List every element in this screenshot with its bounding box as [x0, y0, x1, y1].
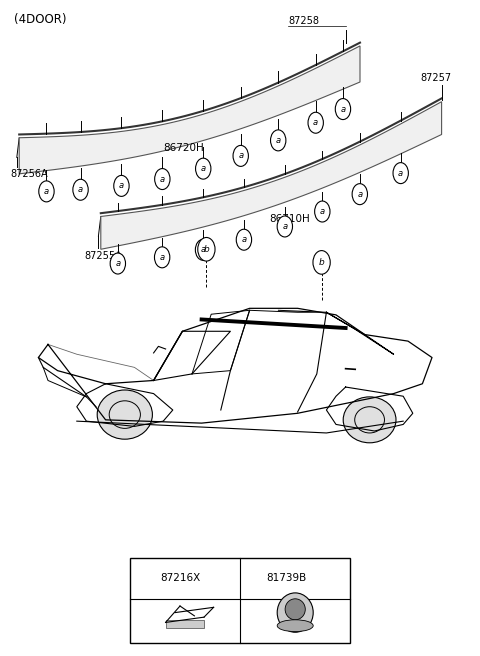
Text: a: a — [398, 169, 403, 178]
Text: a: a — [320, 207, 325, 216]
Polygon shape — [19, 46, 360, 174]
Text: 86710H: 86710H — [269, 214, 310, 224]
Text: a: a — [119, 182, 124, 190]
Circle shape — [247, 567, 264, 589]
Text: a: a — [201, 164, 206, 173]
Circle shape — [155, 247, 170, 268]
Text: 87256A: 87256A — [11, 169, 48, 179]
Text: (4DOOR): (4DOOR) — [14, 13, 67, 26]
Circle shape — [73, 179, 88, 200]
Text: 87257: 87257 — [420, 73, 451, 83]
Text: a: a — [201, 245, 205, 255]
Text: a: a — [44, 187, 49, 196]
Circle shape — [110, 253, 126, 274]
Text: a: a — [357, 190, 362, 199]
Circle shape — [313, 251, 330, 274]
Ellipse shape — [285, 599, 305, 620]
Circle shape — [155, 169, 170, 190]
Text: 81739B: 81739B — [266, 573, 307, 583]
Ellipse shape — [343, 397, 396, 443]
Circle shape — [271, 130, 286, 151]
Ellipse shape — [277, 620, 313, 632]
Circle shape — [335, 98, 351, 119]
Circle shape — [195, 239, 211, 260]
Text: b: b — [204, 245, 209, 254]
Circle shape — [393, 163, 408, 184]
Circle shape — [308, 112, 324, 133]
Circle shape — [114, 175, 129, 196]
Text: a: a — [313, 118, 318, 127]
Text: a: a — [160, 174, 165, 184]
Text: 86720H: 86720H — [163, 142, 204, 153]
Circle shape — [39, 181, 54, 202]
Ellipse shape — [277, 593, 313, 632]
Text: a: a — [149, 573, 155, 583]
Circle shape — [198, 237, 215, 261]
Circle shape — [277, 216, 292, 237]
Text: b: b — [319, 258, 324, 267]
Text: 87255A: 87255A — [84, 251, 122, 260]
Circle shape — [195, 158, 211, 179]
Text: a: a — [241, 236, 247, 244]
FancyBboxPatch shape — [130, 558, 350, 643]
Text: b: b — [252, 573, 258, 583]
Text: a: a — [238, 152, 243, 161]
Text: 87258: 87258 — [288, 16, 319, 26]
Circle shape — [315, 201, 330, 222]
Circle shape — [233, 146, 249, 167]
Polygon shape — [101, 102, 442, 249]
Text: a: a — [115, 259, 120, 268]
Circle shape — [236, 229, 252, 250]
Text: a: a — [282, 222, 288, 231]
Circle shape — [352, 184, 368, 205]
Text: a: a — [340, 104, 346, 113]
Text: a: a — [276, 136, 281, 145]
Ellipse shape — [97, 390, 153, 440]
Text: a: a — [159, 253, 165, 262]
Text: a: a — [78, 185, 83, 194]
Circle shape — [144, 567, 160, 589]
FancyBboxPatch shape — [166, 620, 204, 628]
Text: 87216X: 87216X — [160, 573, 201, 583]
